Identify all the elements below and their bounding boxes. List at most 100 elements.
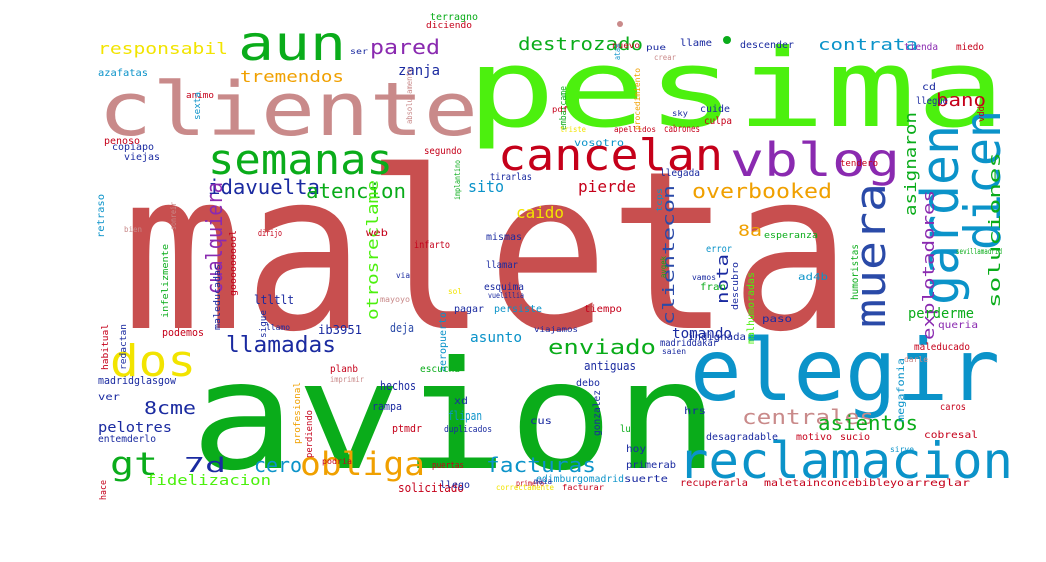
cloud-word: enviado xyxy=(548,335,656,359)
cloud-word: pagar xyxy=(454,304,484,315)
cloud-word: tendero xyxy=(840,159,878,169)
cloud-word: ltltlt xyxy=(254,293,294,307)
cloud-word: embarcame xyxy=(559,86,569,130)
cloud-word: azafatas xyxy=(98,68,148,79)
cloud-word: descender xyxy=(740,40,794,51)
cloud-word: bien xyxy=(124,225,142,234)
cloud-word: animo xyxy=(186,91,214,101)
cloud-word: redactan xyxy=(119,324,129,370)
cloud-word: contrata xyxy=(818,35,918,54)
cloud-word: maletainconcebibleyo xyxy=(764,478,904,489)
cloud-word: otrosreclame xyxy=(363,180,382,320)
cloud-word: megafonia xyxy=(896,358,907,422)
cloud-word: motivo xyxy=(796,432,832,443)
cloud-word: maleducadas xyxy=(213,264,223,330)
cloud-word: atencion xyxy=(306,179,406,203)
cloud-word: cobresal xyxy=(924,430,978,441)
cloud-word: sevillamadrid xyxy=(956,247,1002,256)
cloud-word: sexta xyxy=(193,92,203,120)
cloud-word: tomando xyxy=(672,326,732,342)
cloud-word: aeropuerto xyxy=(438,312,449,372)
cloud-word: obliga xyxy=(300,445,425,483)
cloud-word: caido xyxy=(516,203,564,222)
cloud-word: nuevo xyxy=(612,41,640,50)
cloud-word: vuelillia xyxy=(488,291,524,300)
cloud-word: paso xyxy=(762,314,792,325)
cloud-word: mayoyo xyxy=(380,295,410,304)
cloud-word: muera xyxy=(846,183,895,328)
decorative-dot xyxy=(723,36,731,44)
cloud-word: facturar xyxy=(562,483,604,492)
cloud-word: perdiendo xyxy=(305,410,315,458)
cloud-word: retraso xyxy=(96,194,107,238)
cloud-word: recuperarla xyxy=(680,478,748,489)
cloud-word: semanas xyxy=(208,135,393,184)
cloud-word: luz xyxy=(620,424,636,435)
cloud-word: entemderlo xyxy=(98,434,156,445)
cloud-word: ptmdr xyxy=(392,422,422,435)
cloud-word: vdd xyxy=(977,106,987,122)
cloud-word: implantino xyxy=(453,160,462,200)
cloud-word: 7d xyxy=(184,453,226,477)
cloud-word: aun xyxy=(238,16,346,72)
cloud-word: cuide xyxy=(700,104,730,115)
cloud-word: podemos xyxy=(162,326,204,339)
cloud-word: maia xyxy=(534,477,552,486)
cloud-word: llegue xyxy=(916,96,948,107)
cloud-word: esquima xyxy=(484,282,524,293)
cloud-word: pared xyxy=(370,35,440,59)
cloud-word: zanja xyxy=(398,63,440,79)
cloud-word: xd xyxy=(454,396,468,407)
cloud-word: maleducado xyxy=(914,342,970,353)
cloud-word: gonzalez xyxy=(592,390,603,436)
cloud-word: imprimir xyxy=(330,375,364,384)
cloud-word: sonreir xyxy=(169,202,178,230)
cloud-word: fran xyxy=(700,282,726,293)
cloud-word: web xyxy=(366,228,388,239)
cloud-word: tiempo xyxy=(584,304,622,315)
cloud-word: goooooooool xyxy=(229,230,239,296)
cloud-word: desagradable xyxy=(706,432,778,443)
cloud-word: vblog xyxy=(730,133,900,187)
cloud-word: viajamos xyxy=(534,325,578,334)
cloud-word: mismas xyxy=(486,232,522,243)
cloud-word: ib3951 xyxy=(318,323,362,337)
cloud-word: rampa xyxy=(372,400,402,413)
cloud-word: dirijo xyxy=(258,229,282,239)
cloud-word: darle xyxy=(904,355,928,364)
cloud-word: overbooked xyxy=(692,179,832,203)
cloud-word: soluciones xyxy=(985,152,1004,308)
cloud-word: sol xyxy=(448,287,462,296)
cloud-word: error xyxy=(706,244,732,255)
cloud-word: infarto xyxy=(414,240,450,251)
cloud-word: llamar xyxy=(486,260,518,271)
cloud-word: absolutamente xyxy=(405,68,414,124)
cloud-word: solicitado xyxy=(398,481,464,495)
cloud-word: infelizmente xyxy=(161,244,171,318)
cloud-word: reclamacion xyxy=(678,432,1013,490)
cloud-word: llegada xyxy=(660,168,700,179)
cloud-word: maleta xyxy=(122,124,852,380)
cloud-word: cus xyxy=(530,416,552,427)
cloud-word: cliente xyxy=(98,67,478,153)
cloud-word: 8a xyxy=(738,221,762,240)
cloud-word: pue xyxy=(646,43,666,52)
cloud-word: clientecon xyxy=(659,185,678,325)
cloud-word: miedo xyxy=(956,42,984,53)
cloud-word: cualquiera xyxy=(203,182,228,294)
cloud-word: planb xyxy=(330,364,358,375)
cloud-word: explotadores xyxy=(919,190,938,340)
cloud-word: copiapo xyxy=(112,142,154,153)
cloud-word: pierde xyxy=(578,177,636,196)
cloud-word: primerab xyxy=(626,460,676,471)
cloud-word: llame xyxy=(680,38,712,49)
cloud-word: cd xyxy=(922,82,936,93)
cloud-word: dicen xyxy=(954,110,1012,250)
cloud-word: pesima xyxy=(466,27,1006,152)
cloud-word: edimburgomadrid xyxy=(536,474,624,485)
cloud-word: ser xyxy=(350,47,368,56)
cloud-word: descubro xyxy=(731,262,741,310)
cloud-word: tremendos xyxy=(240,67,344,86)
cloud-word: sito xyxy=(468,177,504,196)
cloud-word: culpa xyxy=(704,116,732,127)
